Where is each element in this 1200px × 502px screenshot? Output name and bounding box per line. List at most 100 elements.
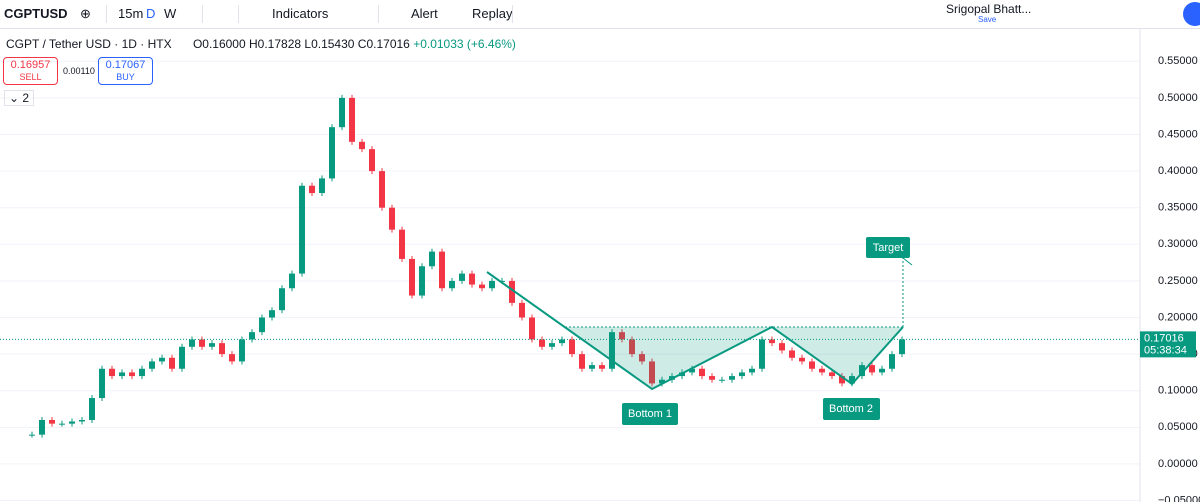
target-arrow <box>902 257 913 266</box>
candle <box>89 398 95 421</box>
candle <box>199 339 205 347</box>
pattern: Bottom 1 Bottom 2 Target <box>486 237 913 425</box>
candle <box>439 251 445 289</box>
user[interactable]: Srigopal Bhatt... <box>946 2 1032 16</box>
legend: CGPT / Tether USD · 1D · HTX O0.16000 H0… <box>6 37 516 51</box>
candle <box>749 368 755 373</box>
candle <box>519 302 525 318</box>
indicators[interactable]: Indicators <box>272 6 329 21</box>
candle <box>359 141 365 150</box>
candle <box>339 97 345 128</box>
candle <box>819 368 825 373</box>
price-axis <box>1140 29 1200 502</box>
chart: 0.55000 0.50000 0.45000 0.40000 0.35000 0.300… <box>0 29 1200 502</box>
annotation: Bottom 1 <box>628 408 672 420</box>
candle <box>529 317 535 340</box>
spread: 0.00110 <box>63 66 95 76</box>
toolbar: CGPTUSD ⊕ 15m D W Indicators Alert Repla… <box>0 0 1200 29</box>
candle <box>419 266 425 296</box>
candle <box>619 332 625 340</box>
countdown: 05:38:34 <box>1144 344 1187 356</box>
candle <box>239 339 245 362</box>
candle <box>709 376 715 380</box>
candle <box>139 368 145 377</box>
indicator-toggle[interactable]: ⌄ 2 <box>4 90 35 106</box>
candle <box>869 365 875 373</box>
candle <box>759 339 765 369</box>
y-tick-label: 0.20000 <box>1158 311 1198 323</box>
candle <box>59 423 65 425</box>
add[interactable]: ⊕ <box>80 6 91 21</box>
candle <box>839 376 845 384</box>
symbol[interactable]: CGPTUSD <box>4 6 68 21</box>
candle <box>249 332 255 340</box>
candle <box>109 368 115 377</box>
candle <box>469 273 475 285</box>
legend-title: CGPT / Tether USD · 1D · HTX <box>6 37 172 51</box>
candle <box>129 372 135 377</box>
y-tick-label: 0.00000 <box>1158 458 1198 470</box>
candle <box>599 365 605 369</box>
y-tick-label: 0.45000 <box>1158 128 1198 140</box>
candle <box>509 280 515 303</box>
candle <box>779 343 785 351</box>
label-box <box>823 398 880 420</box>
label-box <box>622 403 678 425</box>
candle <box>639 354 645 362</box>
candle <box>149 361 155 369</box>
candle <box>49 420 55 424</box>
candle <box>279 288 285 311</box>
interval[interactable]: 15m <box>118 6 144 21</box>
buy-button[interactable]: 0.17067 BUY <box>98 57 153 85</box>
candle <box>539 339 545 347</box>
label-box <box>866 237 910 258</box>
candle <box>369 149 375 172</box>
candle <box>719 379 725 381</box>
sell-price: 0.16957 <box>10 59 51 71</box>
candle <box>479 284 485 289</box>
candle <box>379 171 385 208</box>
candle <box>629 339 635 355</box>
buy-label: BUY <box>116 72 135 82</box>
candle <box>229 354 235 362</box>
interval[interactable]: D <box>146 6 156 21</box>
candle <box>829 372 835 377</box>
candle <box>579 354 585 369</box>
candle <box>549 343 555 347</box>
ohlc: L0.15430 <box>304 37 355 51</box>
candle <box>319 178 325 194</box>
candle <box>399 229 405 259</box>
candle <box>209 343 215 347</box>
candle <box>739 372 745 377</box>
sell-label: SELL <box>19 72 42 82</box>
y-tick-label: 0.40000 <box>1158 165 1198 177</box>
ohlc: C0.17016 <box>357 37 410 51</box>
candle <box>879 368 885 373</box>
y-tick-label: 0.05000 <box>1158 421 1198 433</box>
candle <box>729 376 735 380</box>
last-price-box <box>1140 331 1196 358</box>
candle <box>799 357 805 362</box>
candle <box>559 339 565 344</box>
candle <box>219 343 225 355</box>
candle <box>349 97 355 142</box>
candle <box>299 185 305 274</box>
pattern-fill <box>565 327 772 389</box>
pattern-line <box>486 271 904 391</box>
pattern-fill <box>772 327 903 384</box>
candle <box>289 273 295 289</box>
sell-button[interactable]: 0.16957 SELL <box>3 57 58 85</box>
candle <box>169 357 175 369</box>
alert[interactable]: Alert <box>411 6 438 21</box>
candle <box>79 420 85 422</box>
candle <box>569 339 575 355</box>
publish[interactable] <box>1183 2 1200 26</box>
candle <box>789 350 795 358</box>
y-tick-label: 0.55000 <box>1158 55 1198 67</box>
interval[interactable]: W <box>164 6 177 21</box>
candle <box>329 127 335 179</box>
save[interactable]: Save <box>978 15 997 24</box>
candle <box>449 280 455 289</box>
replay[interactable]: Replay <box>472 6 513 21</box>
candle <box>269 310 275 318</box>
